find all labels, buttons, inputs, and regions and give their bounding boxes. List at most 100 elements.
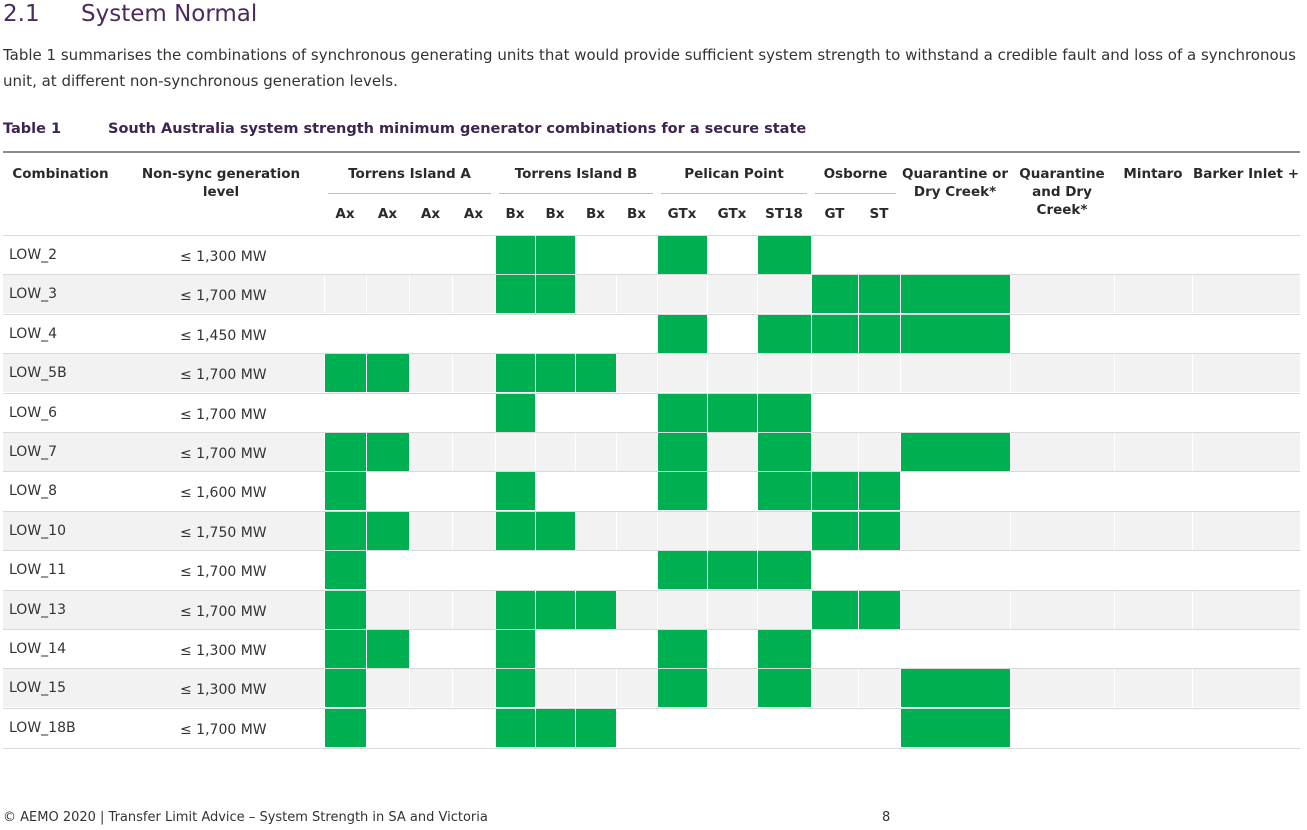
status-cell-on xyxy=(324,669,366,707)
column-separator xyxy=(657,472,658,510)
column-separator xyxy=(757,512,758,550)
column-separator xyxy=(1192,551,1193,589)
column-separator xyxy=(1114,669,1115,707)
status-cell-on xyxy=(366,354,409,392)
column-separator xyxy=(366,394,367,432)
column-separator xyxy=(409,315,410,353)
column-separator xyxy=(707,551,708,589)
column-separator xyxy=(495,551,496,589)
column-separator xyxy=(495,354,496,392)
column-separator xyxy=(757,472,758,510)
column-separator xyxy=(858,275,859,313)
status-cell-on xyxy=(757,669,811,707)
column-separator xyxy=(366,709,367,747)
row-divider xyxy=(3,668,1300,669)
column-separator xyxy=(616,433,617,471)
column-separator xyxy=(495,630,496,668)
column-separator xyxy=(324,236,325,274)
table-bottom-rule xyxy=(3,748,1300,749)
column-separator xyxy=(757,275,758,313)
row-divider xyxy=(3,314,1300,315)
row-divider xyxy=(3,511,1300,512)
column-separator xyxy=(324,394,325,432)
column-separator xyxy=(1114,630,1115,668)
column-separator xyxy=(324,630,325,668)
column-separator xyxy=(535,394,536,432)
column-separator xyxy=(409,433,410,471)
status-cell-on xyxy=(575,709,616,747)
status-cell-on xyxy=(657,669,707,707)
column-separator xyxy=(535,709,536,747)
column-separator xyxy=(858,512,859,550)
column-separator xyxy=(1192,275,1193,313)
column-separator xyxy=(495,591,496,629)
column-separator xyxy=(1010,236,1011,274)
row-combination-name: LOW_13 xyxy=(9,602,66,618)
column-separator xyxy=(1114,315,1115,353)
status-cell-on xyxy=(657,394,707,432)
header-unit-bx: Bx xyxy=(627,206,646,222)
status-cell-on xyxy=(535,512,575,550)
status-cell-on xyxy=(657,315,707,353)
column-separator xyxy=(452,669,453,707)
header-unit-gtx: GTx xyxy=(667,206,697,222)
row-divider xyxy=(3,274,1300,275)
table-top-rule xyxy=(3,151,1300,153)
column-separator xyxy=(657,591,658,629)
status-cell-on xyxy=(495,472,535,510)
row-combination-name: LOW_3 xyxy=(9,286,58,302)
status-cell-on xyxy=(757,551,811,589)
column-separator xyxy=(575,394,576,432)
status-cell-on xyxy=(535,236,575,274)
status-cell-on xyxy=(324,354,366,392)
status-cell-on xyxy=(495,512,535,550)
status-cell-on xyxy=(757,315,811,353)
column-separator xyxy=(1010,472,1011,510)
column-separator xyxy=(409,236,410,274)
column-separator xyxy=(535,551,536,589)
column-separator xyxy=(1010,394,1011,432)
column-separator xyxy=(452,630,453,668)
row-nonsync-level: ≤ 1,450 MW xyxy=(180,328,267,344)
column-separator xyxy=(707,394,708,432)
column-separator xyxy=(495,709,496,747)
column-separator xyxy=(900,591,901,629)
column-separator xyxy=(811,236,812,274)
column-separator xyxy=(811,669,812,707)
column-separator xyxy=(535,630,536,668)
status-cell-on xyxy=(707,551,757,589)
column-separator xyxy=(409,394,410,432)
column-separator xyxy=(811,315,812,353)
row-divider xyxy=(3,393,1300,394)
status-cell-on xyxy=(811,315,858,353)
column-separator xyxy=(616,275,617,313)
header-unit-bx: Bx xyxy=(505,206,525,222)
column-separator xyxy=(575,630,576,668)
row-combination-name: LOW_5B xyxy=(9,365,67,381)
row-nonsync-level: ≤ 1,700 MW xyxy=(180,288,267,304)
column-separator xyxy=(1114,472,1115,510)
column-separator xyxy=(858,315,859,353)
status-cell-on xyxy=(900,275,1010,313)
status-cell-on xyxy=(535,354,575,392)
column-separator xyxy=(535,236,536,274)
column-separator xyxy=(1114,551,1115,589)
column-separator xyxy=(366,236,367,274)
column-separator xyxy=(616,551,617,589)
column-separator xyxy=(657,669,658,707)
column-separator xyxy=(1114,512,1115,550)
column-separator xyxy=(324,512,325,550)
header-group-rule xyxy=(499,193,653,194)
table-row xyxy=(3,591,1300,629)
status-cell-on xyxy=(858,275,900,313)
header-unit-gt: GT xyxy=(824,206,845,222)
column-separator xyxy=(616,236,617,274)
column-separator xyxy=(1192,433,1193,471)
column-separator xyxy=(1114,354,1115,392)
row-nonsync-level: ≤ 1,700 MW xyxy=(180,367,267,383)
column-separator xyxy=(1192,591,1193,629)
column-separator xyxy=(366,354,367,392)
column-separator xyxy=(900,709,901,747)
row-nonsync-level: ≤ 1,600 MW xyxy=(180,485,267,501)
row-nonsync-level: ≤ 1,300 MW xyxy=(180,643,267,659)
